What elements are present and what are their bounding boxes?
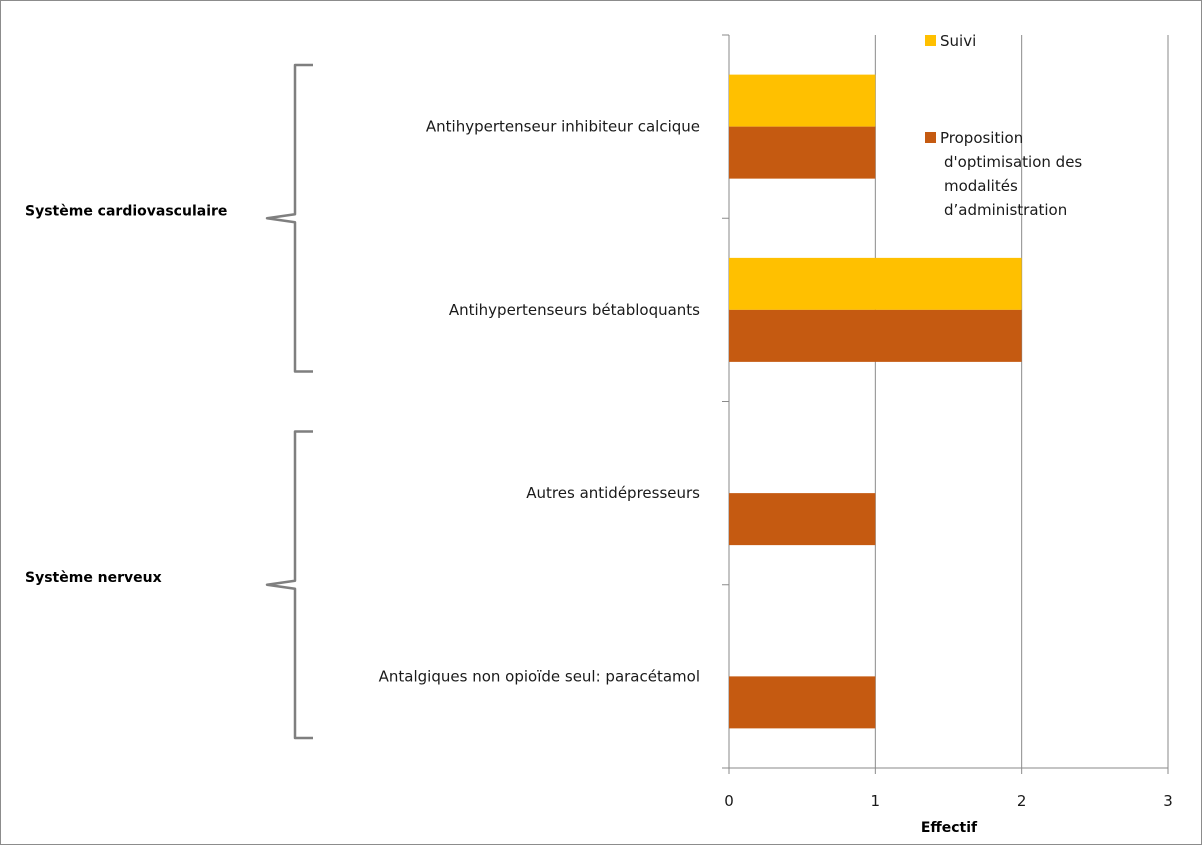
legend-label: Suivi [940,32,976,50]
bars [729,74,1022,729]
x-tick-label: 1 [871,792,881,810]
bar [729,493,876,546]
x-tick-label: 2 [1017,792,1027,810]
legend-label: Proposition d'optimisation des modalités d’… [940,129,1082,219]
category-label: Antihypertenseurs bétabloquants [449,301,700,319]
bar [729,74,876,127]
x-tick-label: 0 [724,792,734,810]
legend: Suivi Proposition d'optimisation des modali… [925,32,1082,219]
legend-swatch [925,132,936,143]
bar [729,676,876,729]
bar [729,257,1022,310]
bar [729,309,1022,362]
group-brace [265,63,313,373]
x-axis-title: Effectif [921,820,978,836]
group-labels: Système cardiovasculaire Système nerveux [25,63,313,740]
category-label: Autres antidépresseurs [526,484,700,502]
x-tick-label: 3 [1163,792,1173,810]
group-brace [265,430,313,740]
group-label: Système cardiovasculaire [25,203,227,219]
x-tick-labels: 0 1 2 3 [724,792,1173,810]
category-label: Antalgiques non opioïde seul: paracétamo… [379,667,700,685]
category-labels: Antihypertenseur inhibiteur calcique Anti… [379,118,701,686]
group-label: Système nerveux [25,570,162,586]
category-label: Antihypertenseur inhibiteur calcique [426,118,700,136]
bar [729,126,876,179]
legend-swatch [925,35,936,46]
